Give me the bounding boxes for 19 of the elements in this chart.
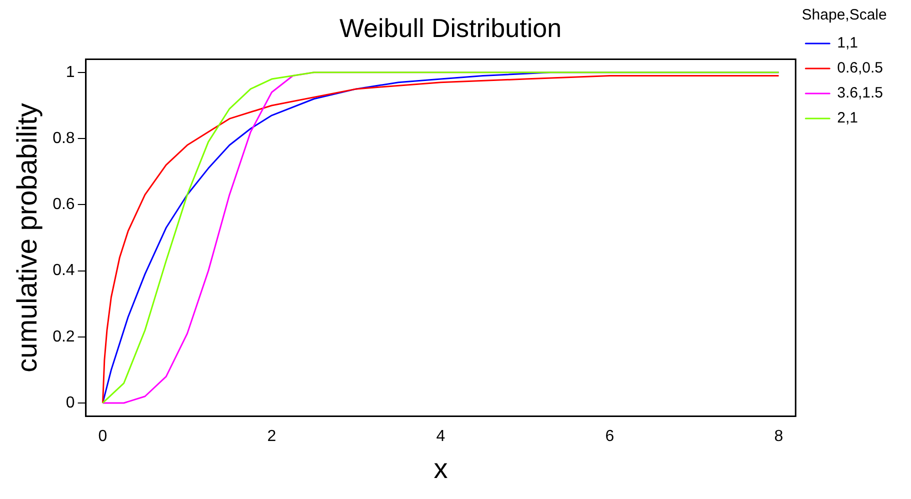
y-tick-label: 0.8 (52, 130, 75, 147)
legend-label: 0.6,0.5 (837, 60, 884, 77)
chart-title: Weibull Distribution (339, 12, 562, 43)
x-tick-label: 8 (774, 428, 784, 446)
legend-title: Shape,Scale (802, 6, 887, 24)
x-tick-label: 2 (267, 428, 276, 446)
y-tick-label: 0.2 (52, 328, 75, 346)
y-tick-label: 1 (66, 64, 75, 81)
y-axis-title: cumulative probability (12, 103, 43, 372)
y-tick-label: 0 (66, 394, 75, 412)
legend-label: 1,1 (837, 34, 858, 52)
x-tick-label: 0 (98, 428, 108, 446)
y-tick-label: 0.6 (52, 196, 75, 214)
legend-label: 3.6,1.5 (837, 84, 884, 102)
legend-label: 2,1 (837, 110, 858, 127)
x-axis-title: x (434, 452, 448, 484)
x-tick-label: 4 (436, 428, 446, 446)
y-tick-label: 0.4 (52, 262, 75, 280)
x-tick-label: 6 (605, 428, 614, 446)
